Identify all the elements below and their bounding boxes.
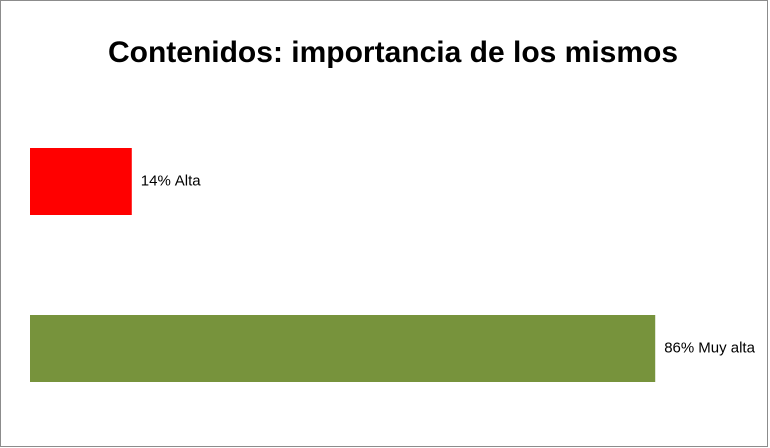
value-label: 14% (141, 172, 171, 189)
bar (30, 315, 656, 382)
category-label: Alta (175, 172, 202, 189)
chart-title: Contenidos: importancia de los mismos (108, 36, 678, 69)
value-label: 86% (664, 339, 694, 356)
bar (30, 148, 132, 215)
category-label: Muy alta (698, 339, 755, 356)
